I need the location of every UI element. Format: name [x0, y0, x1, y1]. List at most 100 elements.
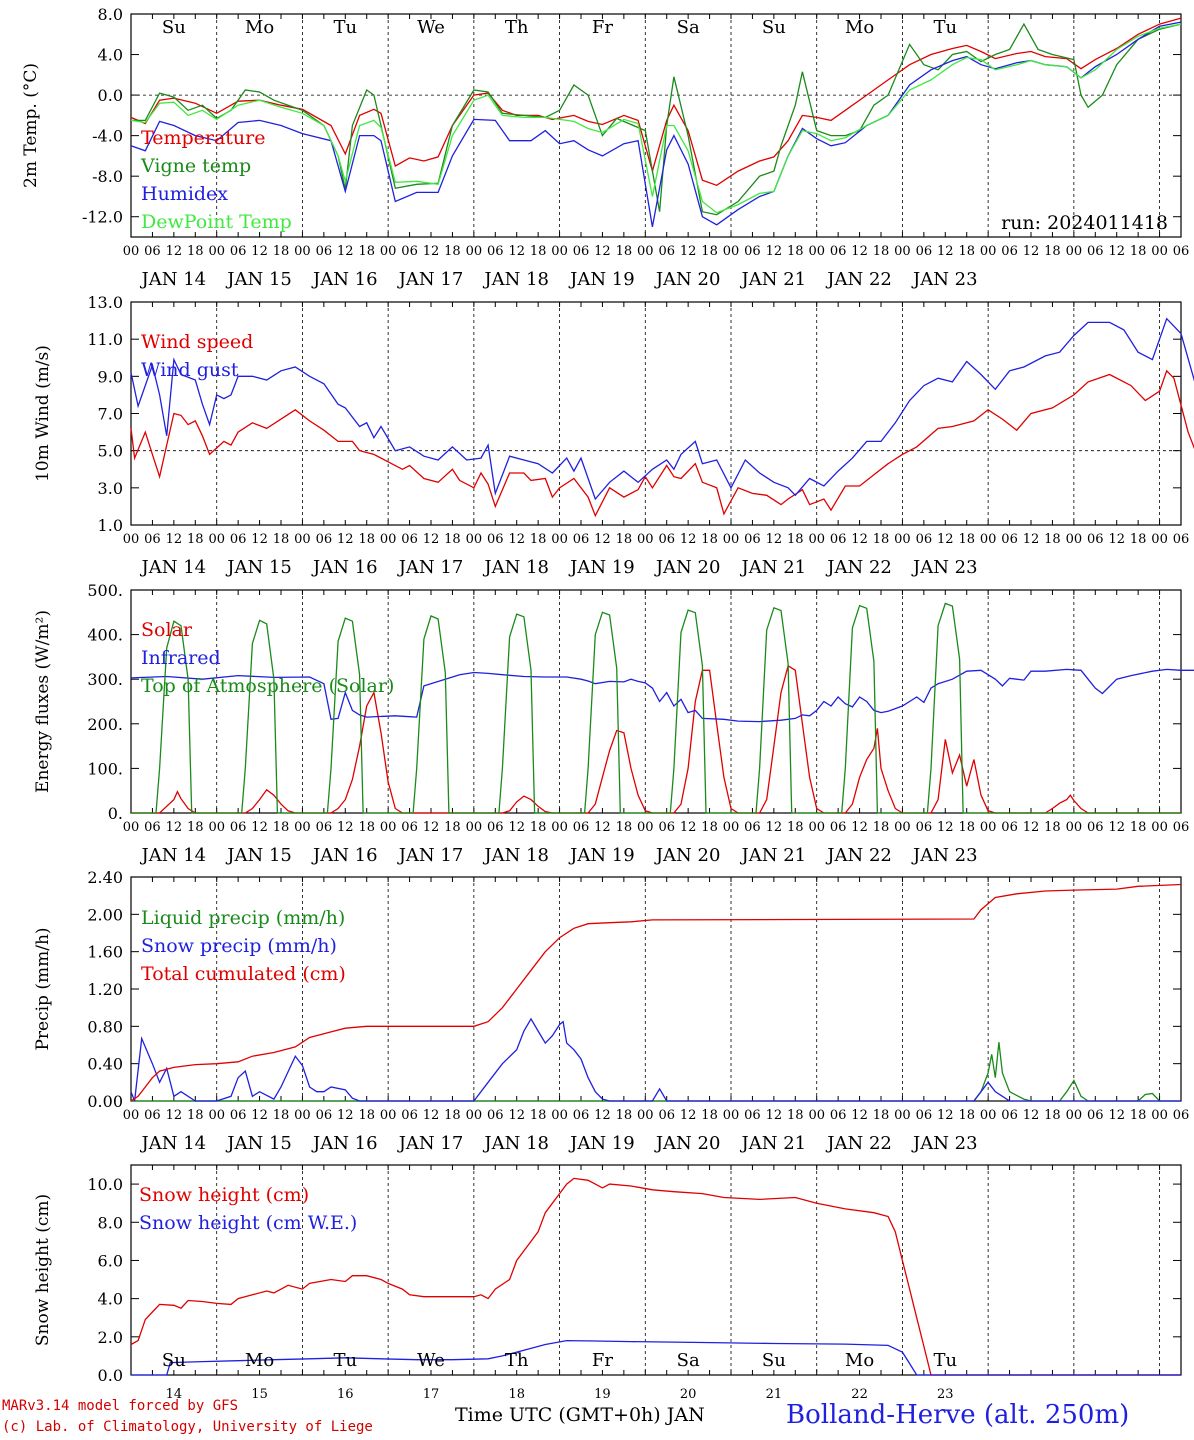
x-hour-label: 06	[487, 244, 504, 259]
x-hour-label: 00	[380, 1108, 397, 1123]
x-hour-label: 00	[1066, 244, 1083, 259]
y-tick-label: 13.0	[87, 293, 123, 312]
x-hour-label: 00	[208, 532, 225, 547]
x-hour-label: 12	[423, 532, 440, 547]
x-date-label: JAN 17	[397, 845, 464, 866]
x-date-label: JAN 19	[568, 1133, 635, 1154]
x-hour-label: 00	[208, 1108, 225, 1123]
bottom-date-label: 21	[766, 1387, 783, 1402]
x-hour-label: 12	[166, 244, 183, 259]
x-hour-label: 06	[230, 532, 247, 547]
x-hour-label: 18	[616, 820, 633, 835]
x-hour-label: 00	[551, 820, 568, 835]
run-annotation: run: 2024011418	[1001, 212, 1168, 234]
weekday-label-bottom: Tu	[933, 1350, 957, 1371]
x-date-label: JAN 15	[225, 1133, 292, 1154]
x-date-label: JAN 21	[740, 845, 807, 866]
x-hour-label: 12	[1108, 532, 1125, 547]
x-date-label: JAN 16	[311, 269, 378, 290]
x-hour-label: 12	[851, 244, 868, 259]
y-tick-label: 200.	[87, 715, 123, 734]
x-hour-label: 18	[958, 532, 975, 547]
x-hour-label: 12	[508, 820, 525, 835]
x-hour-label: 18	[187, 820, 204, 835]
y-tick-label: -4.0	[92, 127, 123, 146]
x-hour-label: 18	[958, 820, 975, 835]
x-date-label: JAN 18	[482, 557, 549, 578]
x-hour-label: 12	[1023, 532, 1040, 547]
x-hour-label: 00	[1066, 532, 1083, 547]
series-line-snow-height-cm-w-e-	[131, 1339, 1181, 1376]
x-hour-label: 12	[680, 532, 697, 547]
footer-model: MARv3.14 model forced by GFS	[2, 1398, 239, 1414]
x-date-label: JAN 22	[825, 557, 892, 578]
x-hour-label: 00	[466, 244, 483, 259]
x-hour-label: 06	[144, 820, 161, 835]
legend-entry: Liquid precip (mm/h)	[141, 907, 345, 929]
series-line-wind-speed	[130, 369, 1194, 518]
legend-entry: Wind gust	[141, 359, 239, 381]
y-tick-label: 2.00	[87, 905, 123, 924]
x-hour-label: 12	[766, 1108, 783, 1123]
weekday-label-bottom: Mo	[845, 1350, 874, 1371]
x-hour-label: 06	[573, 820, 590, 835]
weekday-label-top: Mo	[845, 17, 874, 38]
x-hour-label: 00	[551, 1108, 568, 1123]
y-tick-label: 8.0	[98, 1213, 123, 1232]
x-hour-label: 18	[958, 244, 975, 259]
weekday-label-top: Th	[505, 17, 529, 38]
x-hour-label: 06	[1173, 244, 1190, 259]
x-hour-label: 06	[144, 532, 161, 547]
panel-flux: 500. 400. 300. 200. 100. 0. Energy fluxes (W/m…	[33, 581, 1194, 866]
x-hour-label: 18	[873, 820, 890, 835]
x-hour-label: 06	[658, 820, 675, 835]
x-hour-label: 06	[1001, 820, 1018, 835]
x-date-label: JAN 21	[740, 1133, 807, 1154]
x-hour-label: 06	[1173, 532, 1190, 547]
x-date-label: JAN 20	[654, 557, 721, 578]
x-hour-label: 00	[894, 1108, 911, 1123]
x-hour-label: 06	[916, 820, 933, 835]
x-hour-label: 18	[616, 532, 633, 547]
x-hour-label: 12	[766, 532, 783, 547]
x-date-label: JAN 17	[397, 557, 464, 578]
x-date-label: JAN 16	[311, 845, 378, 866]
x-hour-label: 00	[380, 532, 397, 547]
x-date-label: JAN 22	[825, 1133, 892, 1154]
weekday-label-top: We	[417, 17, 445, 38]
series-line-total-cumulated-cm-	[130, 883, 1182, 1102]
bottom-date-label: 23	[937, 1387, 954, 1402]
x-hour-label: 00	[637, 532, 654, 547]
x-hour-label: 18	[1130, 1108, 1147, 1123]
x-hour-label: 12	[508, 532, 525, 547]
y-tick-label: 2.40	[87, 868, 123, 887]
x-hour-label: 12	[680, 820, 697, 835]
series-line-snow-precip-mm-h-	[130, 1017, 1181, 1102]
x-hour-label: 18	[187, 1108, 204, 1123]
x-date-label: JAN 15	[225, 845, 292, 866]
x-hour-label: 18	[1130, 532, 1147, 547]
x-hour-label: 06	[401, 532, 418, 547]
x-hour-label: 00	[894, 244, 911, 259]
x-hour-label: 12	[251, 820, 268, 835]
x-hour-label: 12	[937, 532, 954, 547]
x-hour-label: 06	[1087, 820, 1104, 835]
x-hour-label: 00	[894, 532, 911, 547]
x-hour-label: 06	[1087, 532, 1104, 547]
x-hour-label: 00	[123, 820, 140, 835]
x-hour-label: 12	[594, 532, 611, 547]
x-hour-label: 06	[744, 1108, 761, 1123]
y-tick-label: 4.0	[98, 46, 123, 65]
x-date-label: JAN 14	[140, 269, 207, 290]
x-hour-label: 18	[187, 532, 204, 547]
x-hour-label: 12	[851, 820, 868, 835]
x-hour-label: 06	[573, 1108, 590, 1123]
x-hour-label: 06	[487, 532, 504, 547]
x-hour-label: 12	[251, 244, 268, 259]
x-hour-label: 18	[530, 820, 547, 835]
x-hour-label: 00	[1151, 532, 1168, 547]
x-hour-label: 00	[294, 1108, 311, 1123]
x-hour-label: 00	[808, 1108, 825, 1123]
x-hour-label: 18	[701, 820, 718, 835]
x-axis-label: Time UTC (GMT+0h) JAN	[455, 1404, 705, 1426]
